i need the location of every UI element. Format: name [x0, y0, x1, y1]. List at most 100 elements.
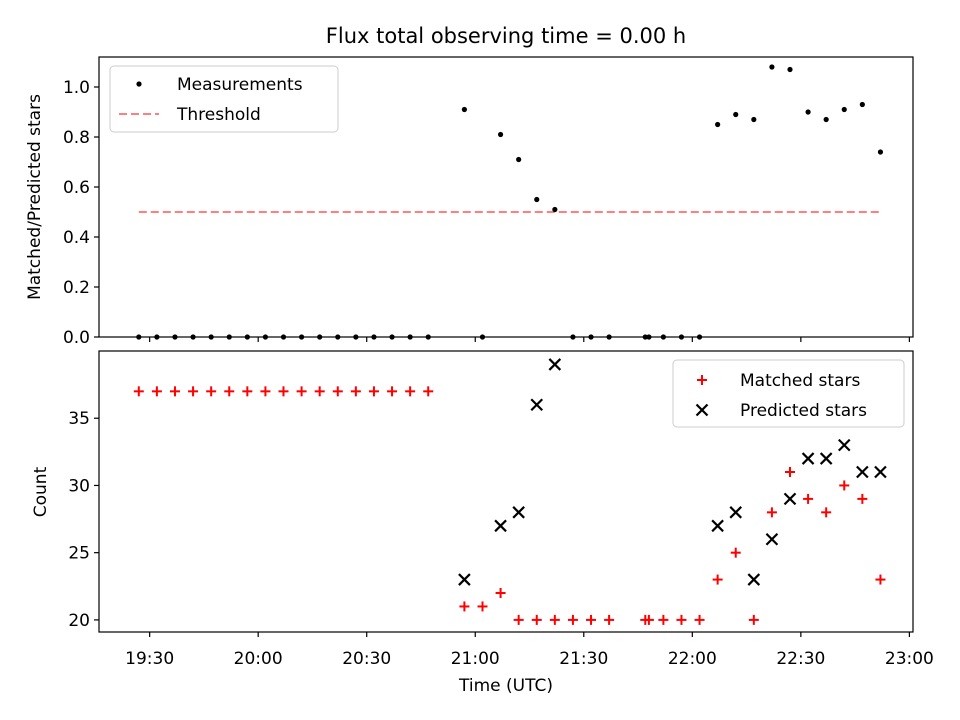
matched-star-point [242, 386, 253, 397]
measurement-point [172, 334, 178, 340]
measurement-point [646, 334, 652, 340]
top-chart-ylabel: Matched/Predicted stars [25, 94, 45, 300]
measurement-point [190, 334, 196, 340]
matched-star-point [405, 386, 416, 397]
top-chart-ytick-label: 0.8 [63, 128, 90, 148]
predicted-star-point [801, 452, 815, 465]
matched-star-point [643, 614, 654, 625]
top-chart-plot-area: 0.0 0.2 0.4 0.6 0.8 1.0 [63, 56, 914, 348]
top-chart-axes-frame [98, 56, 914, 338]
bottom-chart-legend: Matched stars Predicted stars [672, 359, 905, 428]
matched-star-point [495, 588, 506, 599]
matched-star-point [206, 386, 217, 397]
matched-star-point [875, 574, 886, 585]
predicted-star-point [783, 492, 797, 506]
bottom-legend-frame [672, 359, 905, 428]
measurement-point [371, 334, 377, 340]
measurement-point [335, 334, 341, 340]
bottom-chart-ylabel: Count [31, 466, 51, 517]
matched-star-point [586, 614, 597, 625]
measurement-point [298, 334, 305, 340]
matched-star-point [133, 386, 144, 397]
predicted-star-point-b [729, 506, 743, 519]
measurement-point [479, 334, 486, 340]
predicted-star-point-b [874, 465, 887, 479]
legend-measurements-label: Measurements [177, 75, 303, 95]
bottom-chart-xtick-label: 23:00 [885, 649, 934, 669]
bottom-chart-ytick-label: 30 [68, 476, 90, 496]
legend-predicted-marker [695, 403, 709, 417]
measurement-point [841, 106, 847, 113]
measurement-point [317, 334, 323, 340]
matched-star-point [839, 480, 850, 491]
matched-star-point [423, 386, 434, 397]
matched-star-point [549, 614, 560, 625]
matched-star-point [821, 507, 832, 518]
bottom-chart-xtick-label: 21:30 [559, 649, 608, 669]
bottom-chart-xtick-label: 20:30 [342, 649, 391, 669]
measurement-point [516, 156, 522, 163]
matched-star-point [169, 386, 180, 397]
top-chart-legend: Measurements Threshold [109, 65, 339, 133]
measurement-point [733, 111, 739, 118]
legend-matched-marker [697, 375, 707, 385]
matched-star-point [332, 386, 343, 397]
measurement-point [588, 334, 594, 340]
matched-star-point [224, 386, 235, 397]
measurement-point [715, 121, 721, 128]
predicted-star-point-b [530, 398, 544, 412]
matched-star-point [803, 493, 814, 504]
top-chart-ytick-label: 0.2 [63, 278, 90, 298]
measurement-point [769, 64, 775, 70]
top-chart-ytick-label: 0.4 [63, 228, 90, 248]
predicted-star-point-b [819, 452, 833, 465]
bottom-chart-xlabel: Time (UTC) [458, 676, 553, 696]
predicted-star-point [765, 532, 779, 546]
top-chart-ytick-label: 0.6 [63, 178, 90, 198]
matched-star-point [513, 614, 524, 625]
predicted-star-point [874, 465, 887, 479]
measurement-point [497, 131, 504, 138]
measurement-point [425, 334, 431, 340]
measurement-point [877, 149, 884, 155]
measurement-point [606, 334, 612, 340]
measurement-point [660, 334, 666, 340]
predicted-star-point [856, 465, 869, 479]
predicted-star-point [512, 506, 525, 519]
measurement-point [262, 334, 269, 340]
legend-measurements-marker [136, 81, 142, 87]
matched-star-point [151, 386, 162, 397]
measurement-point [678, 334, 685, 340]
predicted-star-point-b [856, 465, 869, 479]
matched-star-point [459, 601, 470, 612]
bottom-chart-xtick-label: 20:00 [234, 649, 283, 669]
measurement-point [823, 116, 829, 123]
measurement-point [226, 334, 232, 340]
measurement-point [787, 66, 793, 73]
legend-predicted-label: Predicted stars [740, 401, 867, 421]
matched-star-point [278, 386, 289, 397]
predicted-star-point-b [747, 573, 761, 586]
predicted-star-point-b [837, 438, 851, 452]
predicted-star-point [494, 519, 507, 533]
matched-star-point [296, 386, 307, 397]
predicted-star-point [548, 358, 562, 371]
measurement-point [208, 334, 214, 340]
bottom-chart-xtick-label: 19:30 [125, 649, 174, 669]
bottom-chart-xtick-label: 21:00 [451, 649, 500, 669]
legend-predicted-marker-b [695, 403, 709, 417]
measurement-point [244, 334, 250, 340]
bottom-chart-ytick-label: 20 [68, 611, 90, 631]
measurement-point [407, 334, 413, 340]
matched-star-point [857, 493, 868, 504]
predicted-star-point-b [783, 492, 797, 506]
measurement-point [642, 334, 648, 340]
matched-star-point [368, 386, 379, 397]
predicted-star-point [711, 519, 724, 533]
predicted-star-point-b [548, 358, 562, 371]
measurement-point [353, 334, 359, 340]
matched-star-point [784, 467, 795, 478]
measurement-point [805, 109, 811, 115]
measurement-point [552, 206, 558, 213]
matched-star-point [350, 386, 361, 397]
